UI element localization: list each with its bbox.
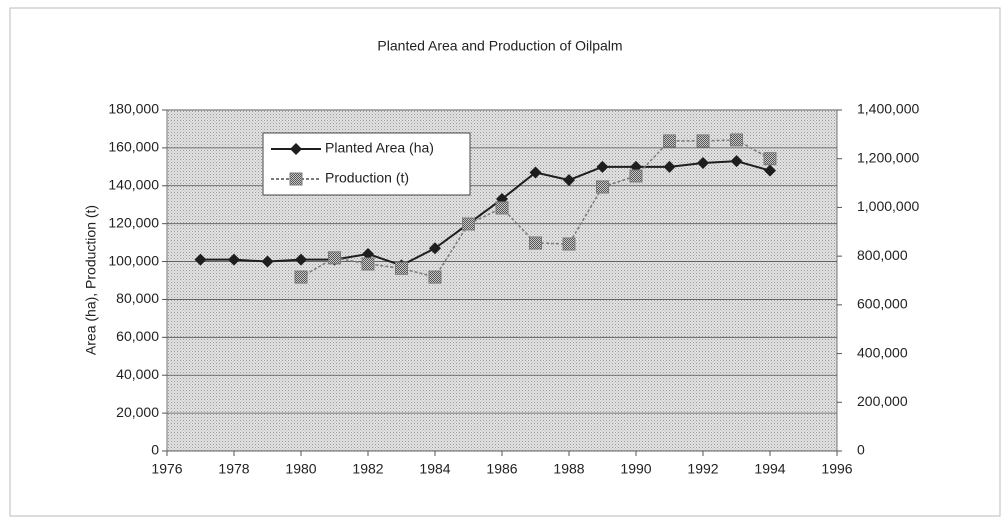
data-point: [529, 166, 542, 179]
y-tick-label: 0: [151, 442, 159, 458]
y2-tick-label: 1,400,000: [857, 101, 919, 117]
y-tick-label: 180,000: [108, 101, 159, 117]
y-tick-label: 100,000: [108, 252, 159, 268]
y2-tick-label: 0: [857, 442, 865, 458]
y2-tick-label: 800,000: [857, 247, 908, 263]
data-point: [696, 134, 710, 148]
y-tick-label: 140,000: [108, 176, 159, 192]
data-point: [362, 247, 374, 260]
layer: 0 20,000 40,000 60,000 80,000 100,000 120,000 1…: [108, 101, 919, 477]
x-tick-label: 1986: [486, 461, 517, 477]
data-point: [194, 253, 207, 266]
x-tick-label: 1976: [151, 461, 182, 477]
y2-tick-label: 400,000: [857, 344, 908, 360]
y-tick-label: 40,000: [116, 366, 159, 382]
legend-label: Planted Area (ha): [325, 140, 434, 156]
data-point: [730, 155, 743, 168]
x-tick-label: 1992: [687, 461, 718, 477]
y-tick-label: 60,000: [116, 328, 159, 344]
data-point: [563, 174, 575, 187]
data-point: [328, 251, 341, 265]
data-point: [228, 253, 240, 266]
data-point: [562, 237, 576, 251]
x-tick-label: 1996: [821, 461, 852, 477]
data-point: [495, 201, 509, 215]
data-point: [629, 169, 643, 183]
data-point: [529, 236, 542, 250]
x-tick-label: 1990: [620, 461, 651, 477]
data-point: [663, 160, 676, 173]
chart-title: Planted Area and Production of Oilpalm: [377, 38, 622, 54]
series-line: [300, 139, 771, 278]
y-tick-label: 160,000: [108, 139, 159, 155]
data-point: [261, 255, 274, 268]
data-point: [361, 257, 375, 271]
data-point: [596, 160, 609, 173]
data-point: [395, 261, 408, 275]
x-tick-label: 1994: [754, 461, 785, 477]
data-point: [428, 270, 442, 284]
x-tick-label: 1984: [419, 461, 450, 477]
legend-marker: [290, 143, 302, 155]
y2-tick-label: 1,000,000: [857, 198, 919, 214]
y2-tick-label: 1,200,000: [857, 149, 919, 165]
y-tick-label: 120,000: [108, 214, 159, 230]
data-point: [295, 253, 307, 266]
x-tick-label: 1978: [218, 461, 249, 477]
data-point: [730, 133, 743, 147]
y-tick-label: 80,000: [116, 290, 159, 306]
data-point: [596, 180, 609, 194]
data-point: [697, 157, 709, 170]
y-tick-label: 20,000: [116, 404, 159, 420]
y-axis-label: Area (ha), Production (t): [83, 205, 99, 355]
data-point: [429, 242, 441, 255]
data-point: [663, 134, 676, 148]
data-point: [764, 164, 776, 177]
x-tick-label: 1982: [352, 461, 383, 477]
y2-tick-label: 200,000: [857, 393, 908, 409]
y2-tick-label: 600,000: [857, 296, 908, 312]
legend-marker: [289, 172, 303, 186]
data-point: [763, 152, 777, 166]
x-tick-label: 1988: [553, 461, 584, 477]
data-point: [462, 217, 475, 231]
legend-label: Production (t): [325, 170, 409, 186]
data-point: [294, 270, 308, 284]
x-tick-label: 1980: [285, 461, 316, 477]
